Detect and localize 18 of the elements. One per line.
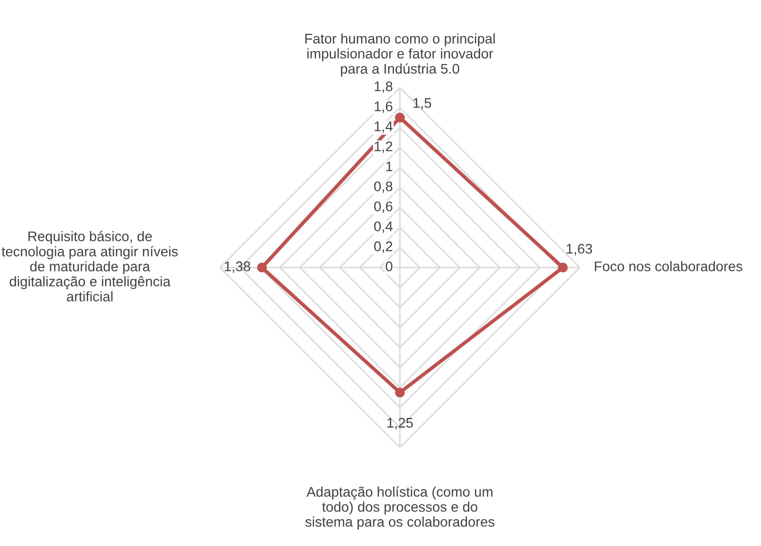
y-tick-label: 0,6 (374, 201, 392, 213)
y-tick-label: 0,8 (374, 181, 392, 193)
spoke-label: Fator humano como o principal impulsionador e fator inovador para a Indústria 5.0 (305, 33, 495, 76)
y-tick-label: 0,2 (374, 241, 392, 253)
y-tick-label: 0,4 (374, 221, 393, 233)
y-tick-label: 1,8 (374, 81, 392, 93)
y-tick-label: 1,2 (374, 141, 392, 153)
y-tick-label: 0 (386, 261, 392, 272)
spoke-label: Adaptação holística (como um todo) dos processos e do sistema para os colaboradores (305, 486, 494, 530)
data-label: 1,25 (387, 418, 413, 430)
spoke-label: Foco nos colaboradores (594, 261, 742, 272)
y-tick-label: 1,4 (374, 122, 393, 133)
data-label: 1,63 (566, 244, 592, 256)
y-tick-label: 1,6 (374, 101, 392, 113)
data-label: 1,38 (224, 261, 250, 273)
y-tick-label: 1 (386, 162, 392, 172)
data-label: 1,5 (413, 98, 432, 110)
spoke-label: Requisito básico, de tecnologia para atingir níveis de maturidade para digitalização e inteligência artificial (2, 230, 178, 302)
